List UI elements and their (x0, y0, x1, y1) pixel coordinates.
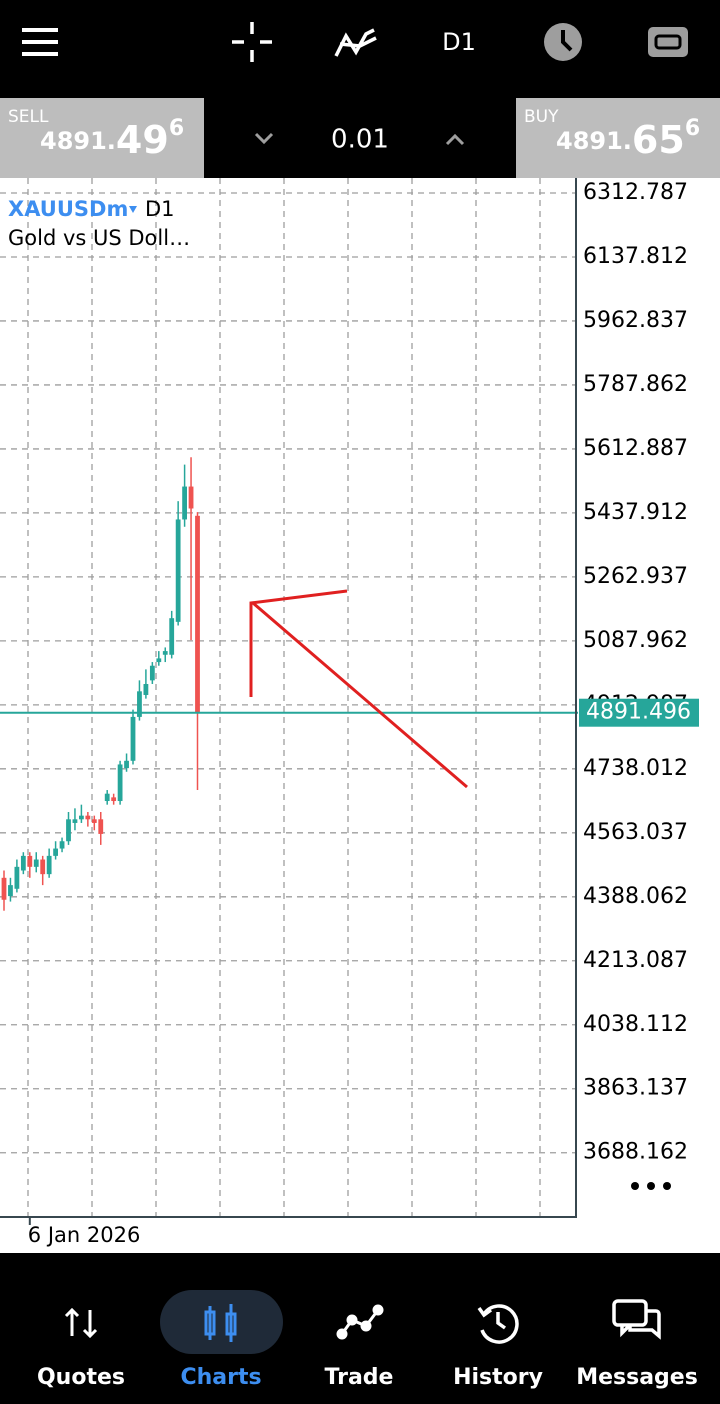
candle-body (175, 519, 181, 622)
candle-body (156, 658, 162, 663)
candle-body (53, 848, 58, 856)
nav-label[interactable]: Messages (576, 1365, 698, 1390)
candle-body (98, 819, 104, 834)
y-tick-label: 4038.112 (583, 1012, 688, 1037)
sell-price-sup: 6 (169, 116, 184, 141)
candle-body (182, 486, 187, 520)
candle-body (188, 486, 194, 509)
timeframe-button[interactable]: D1 (442, 28, 476, 56)
y-tick-label: 5612.887 (583, 436, 688, 461)
symbol-dropdown[interactable] (129, 206, 137, 213)
menu-button[interactable] (22, 28, 58, 56)
candle-body (40, 859, 46, 875)
y-tick-label: 6137.812 (583, 244, 688, 269)
candle-body (169, 618, 175, 655)
active-tab-highlight (160, 1290, 283, 1354)
volume-value[interactable]: 0.01 (331, 125, 389, 155)
candle-body (20, 855, 26, 871)
current-price-label-bg (579, 698, 699, 727)
one-click-button[interactable] (544, 23, 582, 61)
messages-icon (612, 1299, 661, 1340)
trade-icon (336, 1304, 384, 1340)
nav-items: Quotes Charts Trade History Messages (37, 1365, 698, 1390)
buy-label: BUY (524, 107, 559, 127)
buy-price-sup: 6 (685, 116, 700, 141)
chart: 6312.787 6137.812 5962.837 5787.862 5612.887… (0, 180, 699, 1247)
volume-panel (204, 98, 516, 178)
y-tick-label: 4388.062 (583, 884, 688, 909)
candle-body (79, 815, 84, 820)
candle-body (66, 819, 71, 842)
candle-body (195, 515, 200, 713)
candle-body (85, 815, 91, 820)
y-tick-label: 6312.787 (583, 180, 688, 205)
sell-price-big: 49 (116, 118, 169, 162)
vertical-grid (27, 178, 541, 1217)
candle-body (8, 885, 13, 897)
candle-body (162, 651, 168, 655)
bottom-nav (0, 1253, 720, 1404)
volume-up[interactable] (445, 133, 465, 146)
buy-price-prefix: 4891. (556, 127, 632, 155)
y-tick-label: 4738.012 (583, 756, 688, 781)
y-tick-label: 5262.937 (583, 564, 688, 589)
more-button[interactable] (631, 1182, 671, 1190)
symbol-description: Gold vs US Doll… (8, 226, 190, 250)
sell-price: 4891.496 (40, 116, 184, 162)
candle-body (137, 691, 142, 717)
sell-price-prefix: 4891. (40, 127, 116, 155)
chart-timeframe: D1 (145, 197, 175, 221)
candle-body (59, 841, 65, 849)
sell-label: SELL (8, 107, 49, 127)
volume-down[interactable] (254, 132, 274, 145)
y-tick-label: 5437.912 (583, 500, 688, 525)
y-tick-label: 5087.962 (583, 628, 688, 653)
drawn-arrow (249, 589, 468, 789)
y-tick-label: 5962.837 (583, 308, 688, 333)
candle-body (27, 855, 33, 867)
nav-label[interactable]: Charts (180, 1365, 261, 1390)
crosshair-button[interactable] (232, 22, 272, 62)
candle-body (72, 819, 78, 823)
candle-body (111, 797, 117, 802)
buy-price-big: 65 (632, 118, 685, 162)
current-price-label: 4891.496 (586, 700, 691, 725)
candle-body (149, 665, 155, 681)
nav-label[interactable]: Quotes (37, 1365, 125, 1390)
y-tick-label: 4213.087 (583, 948, 688, 973)
nav-label[interactable]: History (453, 1365, 543, 1390)
candle-body (46, 855, 52, 875)
y-tick-label: 4563.037 (583, 820, 688, 845)
y-tick-label: 5787.862 (583, 372, 688, 397)
top-bar (0, 0, 720, 98)
history-icon (477, 1304, 519, 1344)
candle-body (91, 819, 97, 823)
quotes-icon (64, 1307, 98, 1339)
buy-price: 4891.656 (556, 116, 700, 162)
candle-body (104, 793, 110, 802)
nav-label[interactable]: Trade (325, 1365, 394, 1390)
charts-icon (204, 1304, 237, 1342)
y-tick-label: 3688.162 (583, 1140, 688, 1165)
buy-button[interactable] (516, 98, 720, 178)
candle-body (14, 866, 20, 889)
candle-body (143, 684, 149, 695)
candle-body (33, 859, 39, 867)
chart-mode-button[interactable] (648, 27, 688, 57)
candle-body (130, 716, 136, 761)
candle-body (117, 764, 123, 802)
symbol[interactable]: XAUUSDm (8, 197, 128, 221)
candle-body (124, 760, 129, 769)
indicators-button[interactable] (334, 28, 377, 57)
sell-button[interactable] (0, 98, 204, 178)
candle-body (1, 877, 7, 900)
y-tick-label: 3863.137 (583, 1076, 688, 1101)
x-tick-label: 6 Jan 2026 (28, 1223, 141, 1247)
